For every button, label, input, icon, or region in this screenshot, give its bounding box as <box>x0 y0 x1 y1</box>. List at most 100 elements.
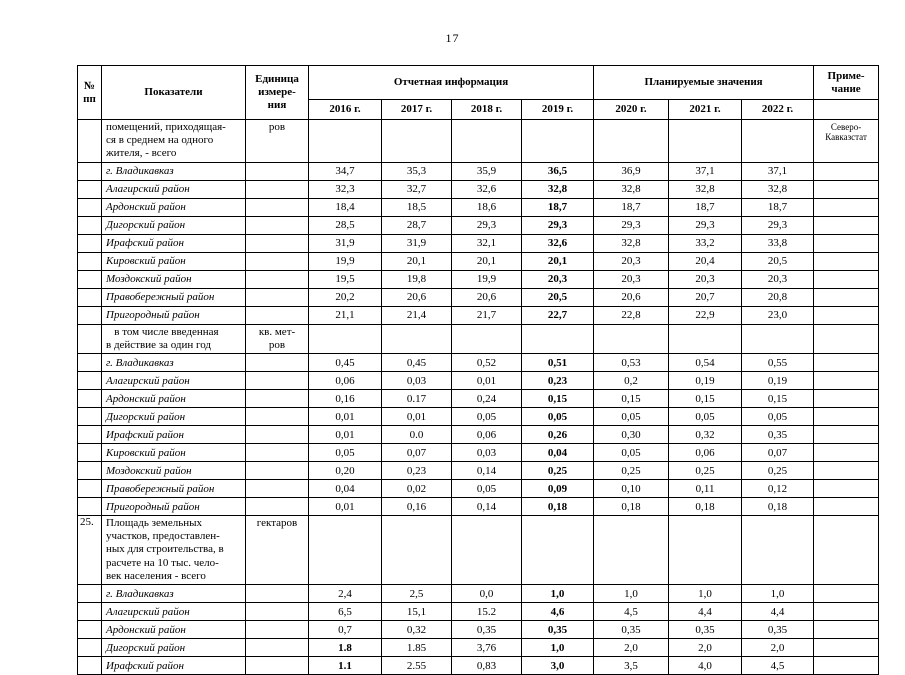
year-header-2021: 2021 г. <box>668 99 743 120</box>
table-row: помещений, приходящая- ся в среднем на о… <box>77 119 880 163</box>
table-row: Дигорский район 28,5 28,7 29,3 29,3 29,3 29,3 2… <box>77 215 880 235</box>
value-cell: 0,05 <box>451 407 522 427</box>
value-cell: 23,0 <box>741 305 815 325</box>
district-name-cell: Пригородный район <box>101 497 246 517</box>
value-cell <box>593 119 670 163</box>
value-cell: 0,02 <box>381 479 452 499</box>
value-cell <box>520 323 595 355</box>
value-cell <box>741 323 815 355</box>
row-number-cell <box>77 269 102 289</box>
row-number-cell <box>77 179 102 199</box>
value-cell: 0,01 <box>308 407 382 427</box>
value-cell: 0,14 <box>451 461 522 481</box>
table-row: 25. Площадь земельных участков, предостав… <box>77 515 880 586</box>
table-row: Ардонский район 0,16 0.17 0,24 0,15 0,15 0,15 0… <box>77 389 880 409</box>
table-row: Правобережный район 20,2 20,6 20,6 20,5 20,6 2… <box>77 287 880 307</box>
value-cell: 32,8 <box>741 179 815 199</box>
value-cell: 0,06 <box>308 371 382 391</box>
value-cell <box>593 323 670 355</box>
unit-cell <box>245 233 309 253</box>
value-cell: 19,8 <box>381 269 452 289</box>
value-cell: 0,35 <box>668 620 743 640</box>
note-cell <box>813 656 880 675</box>
value-cell: 20,3 <box>668 269 743 289</box>
value-cell: 0.0 <box>381 425 452 445</box>
row-number-cell <box>77 461 102 481</box>
value-cell: 0,04 <box>520 443 595 463</box>
note-cell <box>813 479 880 499</box>
year-header-2019: 2019 г. <box>520 99 595 120</box>
value-cell: 0,15 <box>741 389 815 409</box>
row-number-cell <box>77 389 102 409</box>
table-row: Дигорский район 0,01 0,01 0,05 0,05 0,05 0,05 0… <box>77 407 880 427</box>
value-cell: 0,05 <box>741 407 815 427</box>
value-cell: 32,8 <box>520 179 595 199</box>
value-cell <box>520 515 595 586</box>
row-number-cell <box>77 215 102 235</box>
value-cell: 0,14 <box>451 497 522 517</box>
row-number-cell <box>77 371 102 391</box>
indicator-text-cell: помещений, приходящая- ся в среднем на о… <box>101 119 246 163</box>
district-name-cell: Алагирский район <box>101 179 246 199</box>
value-cell: 21,1 <box>308 305 382 325</box>
unit-cell <box>245 638 309 658</box>
value-cell: 2.55 <box>381 656 452 675</box>
value-cell: 20,3 <box>593 251 670 271</box>
unit-cell <box>245 497 309 517</box>
year-header-2018: 2018 г. <box>451 99 522 120</box>
row-number-cell <box>77 425 102 445</box>
value-cell: 36,9 <box>593 161 670 181</box>
value-cell: 18,7 <box>520 197 595 217</box>
district-name-cell: г. Владикавказ <box>101 161 246 181</box>
statistics-table: № пп Показатели Единица измере- ния Отче… <box>77 65 880 675</box>
value-cell: 0,06 <box>451 425 522 445</box>
value-cell: 15.2 <box>451 602 522 622</box>
note-cell <box>813 287 880 307</box>
district-name-cell: г. Владикавказ <box>101 353 246 373</box>
row-number-cell <box>77 161 102 181</box>
value-cell <box>668 119 743 163</box>
unit-cell <box>245 371 309 391</box>
value-cell: 18,6 <box>451 197 522 217</box>
table-row: Правобережный район 0,04 0,02 0,05 0,09 0,10 0… <box>77 479 880 499</box>
value-cell: 0,23 <box>381 461 452 481</box>
table-body: помещений, приходящая- ся в среднем на о… <box>77 119 880 675</box>
value-cell <box>451 119 522 163</box>
value-cell: 20,3 <box>593 269 670 289</box>
value-cell: 32,6 <box>520 233 595 253</box>
value-cell: 36,5 <box>520 161 595 181</box>
value-cell: 21,4 <box>381 305 452 325</box>
value-cell: 1,0 <box>668 584 743 604</box>
row-number-cell <box>77 353 102 373</box>
value-cell: 0,09 <box>520 479 595 499</box>
unit-cell: кв. мет- ров <box>245 323 309 355</box>
unit-cell <box>245 287 309 307</box>
unit-cell <box>245 602 309 622</box>
value-cell: 4,5 <box>593 602 670 622</box>
unit-cell <box>245 197 309 217</box>
value-cell: 2,5 <box>381 584 452 604</box>
value-cell: 15,1 <box>381 602 452 622</box>
value-cell <box>451 323 522 355</box>
row-number-cell <box>77 620 102 640</box>
unit-cell <box>245 215 309 235</box>
value-cell: 0,19 <box>741 371 815 391</box>
unit-cell <box>245 479 309 499</box>
row-number-cell <box>77 602 102 622</box>
value-cell: 31,9 <box>308 233 382 253</box>
unit-cell <box>245 425 309 445</box>
note-cell <box>813 215 880 235</box>
district-name-cell: Моздокский район <box>101 461 246 481</box>
district-name-cell: Ирафский район <box>101 656 246 675</box>
row-number-cell <box>77 197 102 217</box>
value-cell: 0,12 <box>741 479 815 499</box>
unit-cell: гектаров <box>245 515 309 586</box>
value-cell <box>381 515 452 586</box>
value-cell: 35,9 <box>451 161 522 181</box>
district-name-cell: Алагирский район <box>101 602 246 622</box>
note-cell <box>813 443 880 463</box>
district-name-cell: Алагирский район <box>101 371 246 391</box>
value-cell: 1,0 <box>593 584 670 604</box>
unit-cell <box>245 584 309 604</box>
value-cell: 0,35 <box>741 620 815 640</box>
